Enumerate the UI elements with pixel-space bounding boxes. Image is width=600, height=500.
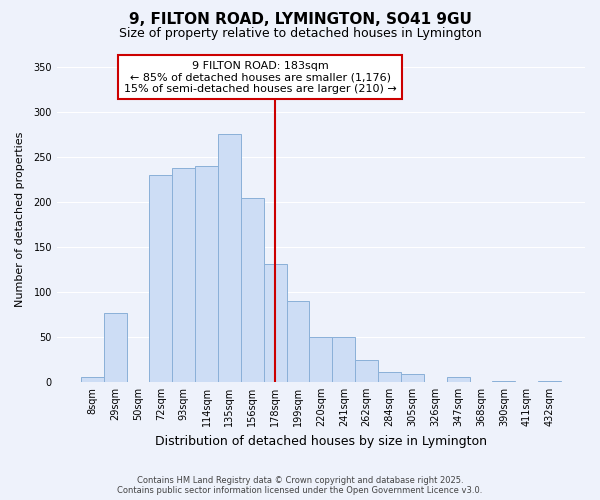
Bar — [401, 374, 424, 382]
Bar — [493, 381, 515, 382]
Text: Contains HM Land Registry data © Crown copyright and database right 2025.
Contai: Contains HM Land Registry data © Crown c… — [118, 476, 482, 495]
Bar — [195, 166, 218, 382]
Text: 9 FILTON ROAD: 183sqm
← 85% of detached houses are smaller (1,176)
15% of semi-d: 9 FILTON ROAD: 183sqm ← 85% of detached … — [124, 60, 397, 94]
Bar — [378, 372, 401, 382]
Bar — [81, 376, 104, 382]
X-axis label: Distribution of detached houses by size in Lymington: Distribution of detached houses by size … — [155, 434, 487, 448]
Bar — [241, 198, 264, 382]
Bar — [149, 174, 172, 382]
Bar — [355, 360, 378, 382]
Bar — [538, 381, 561, 382]
Bar — [332, 337, 355, 382]
Bar — [172, 168, 195, 382]
Bar — [264, 264, 287, 382]
Bar — [218, 134, 241, 382]
Text: Size of property relative to detached houses in Lymington: Size of property relative to detached ho… — [119, 28, 481, 40]
Y-axis label: Number of detached properties: Number of detached properties — [15, 132, 25, 308]
Bar — [310, 337, 332, 382]
Bar — [104, 312, 127, 382]
Bar — [446, 378, 470, 382]
Bar — [287, 301, 310, 382]
Text: 9, FILTON ROAD, LYMINGTON, SO41 9GU: 9, FILTON ROAD, LYMINGTON, SO41 9GU — [128, 12, 472, 28]
